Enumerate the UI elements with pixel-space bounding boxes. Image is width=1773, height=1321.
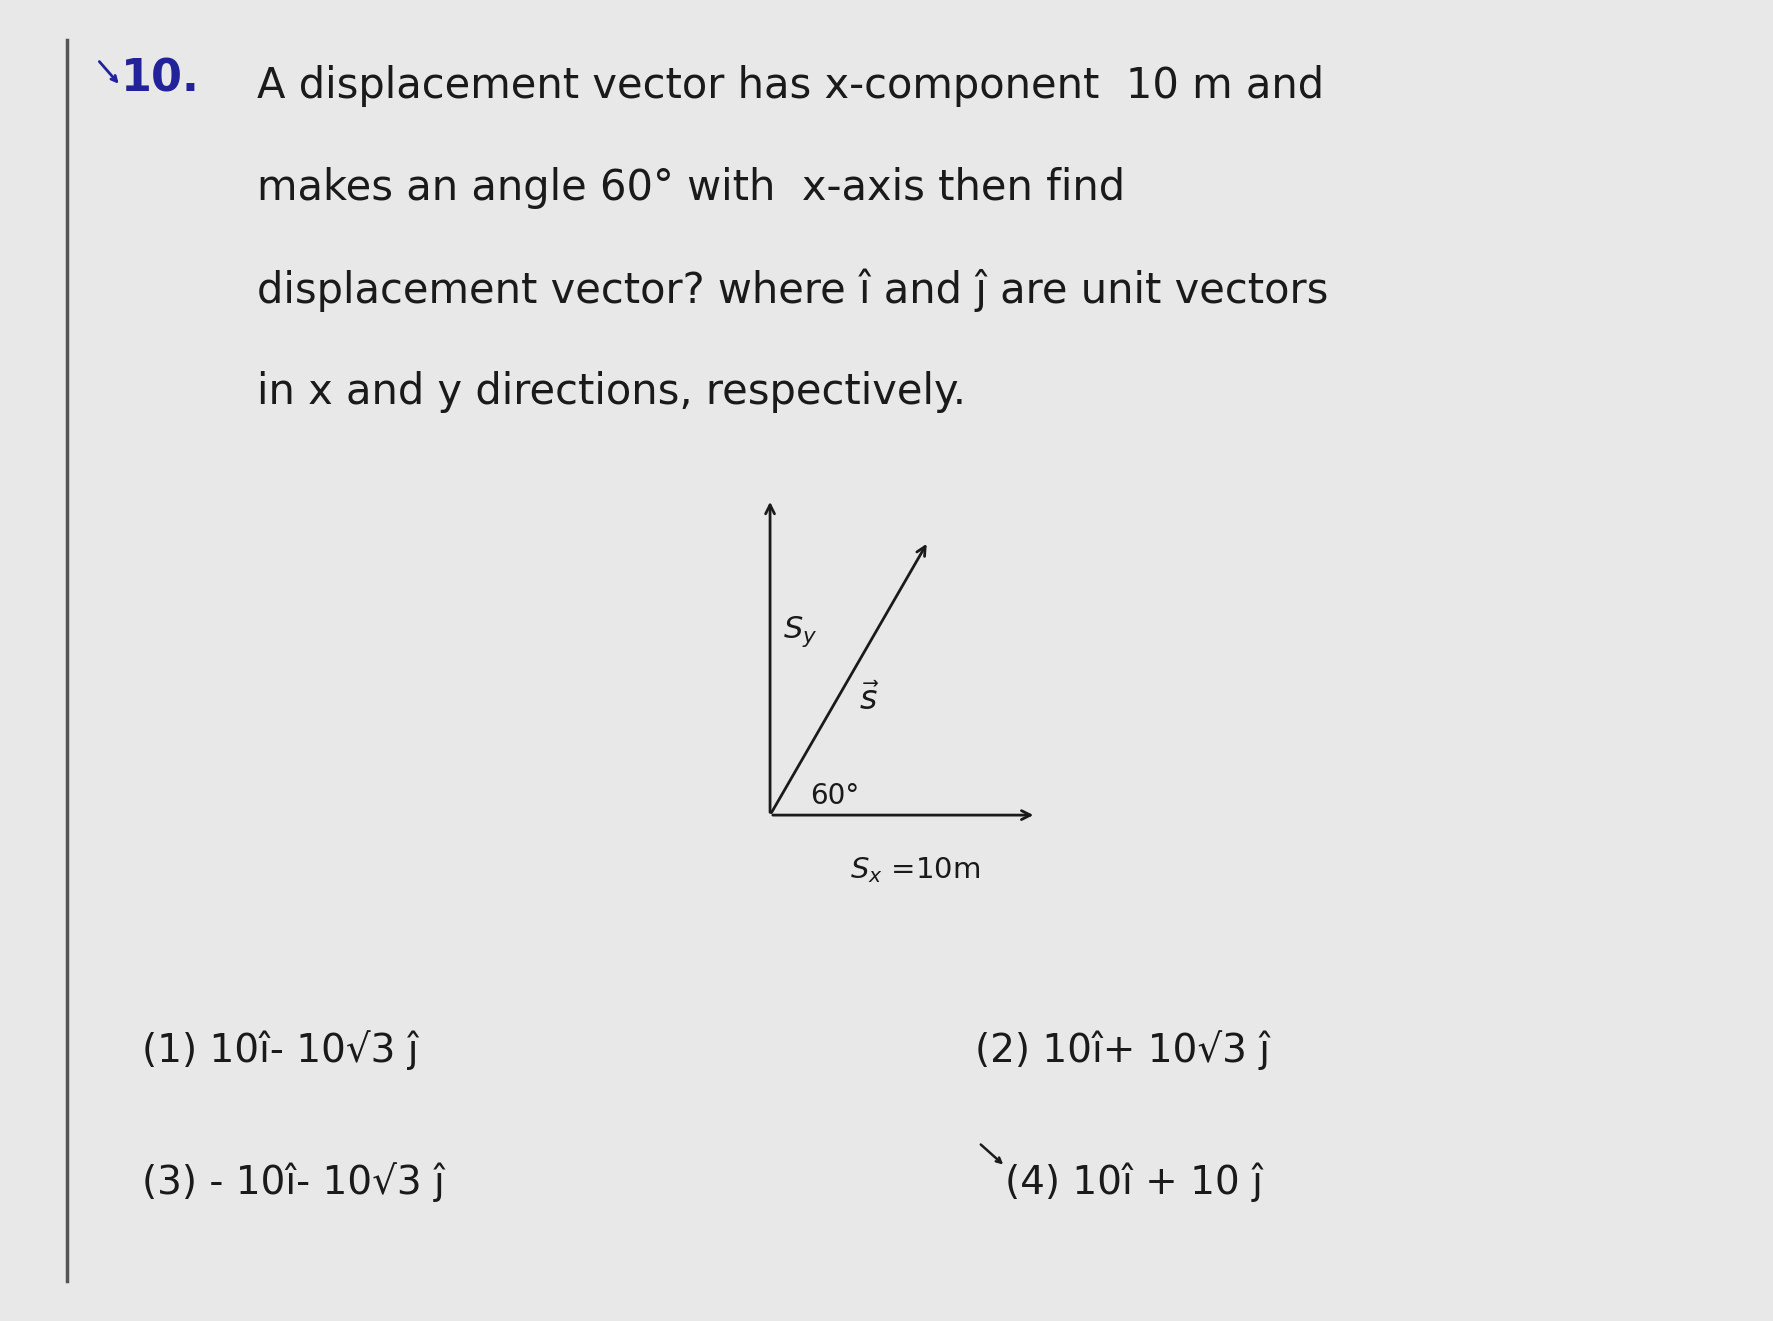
Text: $\vec{s}$: $\vec{s}$ — [860, 683, 879, 717]
Text: (4) 10î + 10 ĵ: (4) 10î + 10 ĵ — [1005, 1162, 1262, 1202]
Text: $S_x$ =10m: $S_x$ =10m — [849, 855, 980, 885]
Text: (2) 10î+ 10√3 ĵ: (2) 10î+ 10√3 ĵ — [975, 1030, 1269, 1070]
Text: (1) 10î- 10√3 ĵ: (1) 10î- 10√3 ĵ — [142, 1030, 418, 1070]
Text: A displacement vector has x-component  10 m and: A displacement vector has x-component 10… — [257, 65, 1324, 107]
Text: in x and y directions, respectively.: in x and y directions, respectively. — [257, 371, 966, 413]
Text: makes an angle 60° with  x-axis then find: makes an angle 60° with x-axis then find — [257, 166, 1126, 209]
Text: displacement vector? where î and ĵ are unit vectors: displacement vector? where î and ĵ are u… — [257, 269, 1328, 312]
Text: $S_y$: $S_y$ — [784, 614, 817, 649]
Text: (3) - 10î- 10√3 ĵ: (3) - 10î- 10√3 ĵ — [142, 1162, 445, 1202]
Text: 60°: 60° — [810, 782, 860, 810]
Text: 10.: 10. — [121, 58, 199, 100]
